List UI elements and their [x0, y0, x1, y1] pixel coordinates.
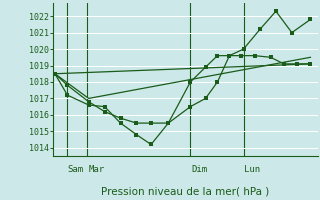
- Text: Lun: Lun: [244, 165, 260, 174]
- Text: Sam: Sam: [68, 165, 84, 174]
- Text: Mar: Mar: [89, 165, 105, 174]
- Text: Pression niveau de la mer( hPa ): Pression niveau de la mer( hPa ): [101, 186, 270, 196]
- Text: Dim: Dim: [191, 165, 207, 174]
